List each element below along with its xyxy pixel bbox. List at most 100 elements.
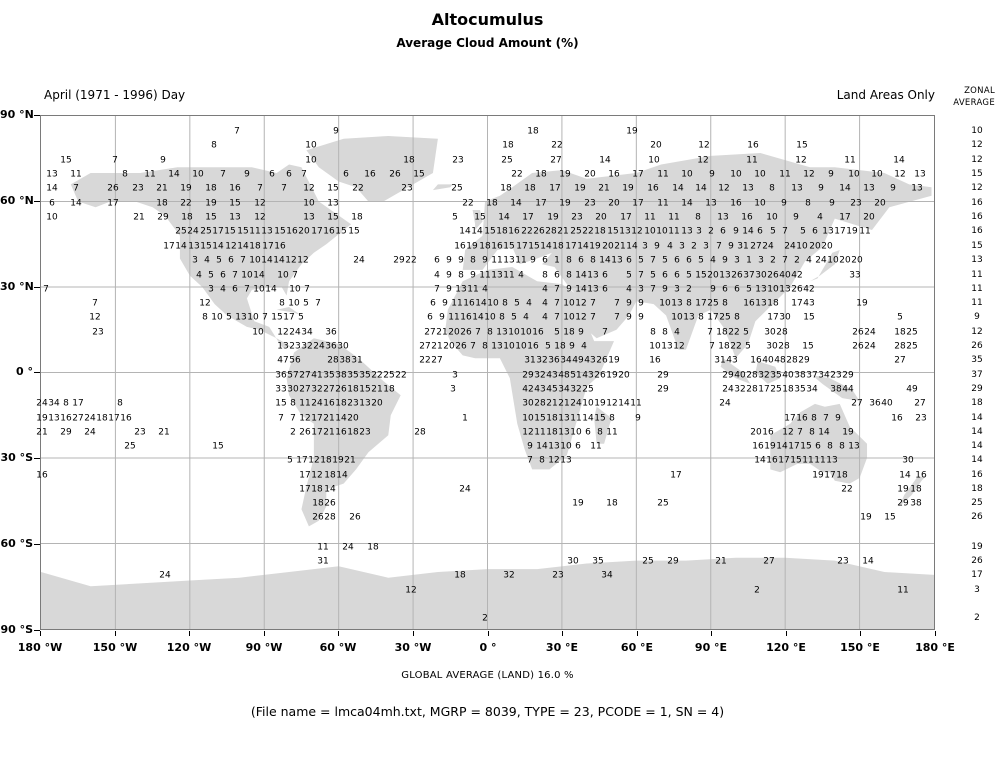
cloud-amount-value: 15	[413, 169, 425, 180]
cloud-amount-value: 7	[638, 270, 644, 281]
cloud-amount-value: 18	[836, 470, 848, 481]
cloud-amount-value: 10	[656, 226, 668, 237]
cloud-amount-value: 7	[823, 413, 829, 424]
cloud-amount-value: 3	[734, 255, 740, 266]
cloud-amount-value: 18	[312, 498, 324, 509]
cloud-amount-value: 18	[546, 427, 558, 438]
cloud-amount-value: 16	[323, 226, 335, 237]
cloud-amount-value: 36	[275, 370, 287, 381]
cloud-amount-value: 10	[211, 312, 223, 323]
cloud-amount-value: 17	[72, 398, 84, 409]
zonal-header-line1: ZONAL	[964, 86, 995, 96]
cloud-amount-value: 10	[305, 140, 317, 151]
cloud-amount-value: 14	[510, 198, 522, 209]
cloud-amount-value: 11	[299, 398, 311, 409]
cloud-amount-value: 7	[290, 413, 296, 424]
cloud-amount-value: 32	[534, 370, 546, 381]
cloud-amount-value: 26	[767, 270, 779, 281]
cloud-amount-value: 6	[812, 226, 818, 237]
cloud-amount-value: 21	[371, 384, 383, 395]
cloud-amount-value: 12	[199, 298, 211, 309]
cloud-amount-value: 22	[521, 226, 533, 237]
cloud-amount-value: 18	[606, 498, 618, 509]
cloud-amount-value: 13	[496, 327, 508, 338]
cloud-amount-value: 9	[638, 298, 644, 309]
cloud-amount-value: 18	[552, 241, 564, 252]
cloud-amount-value: 19	[897, 484, 909, 495]
cloud-amount-value: 9	[781, 198, 787, 209]
cloud-amount-value: 34	[601, 570, 613, 581]
cloud-amount-value: 17	[707, 312, 719, 323]
zonal-average-value: 16	[971, 226, 983, 236]
cloud-amount-value: 16	[649, 355, 661, 366]
lat-tick-mark	[34, 201, 40, 202]
cloud-amount-value: 18	[324, 470, 336, 481]
lon-tick-mark	[115, 631, 116, 636]
cloud-amount-value: 7	[554, 298, 560, 309]
cloud-amount-value: 11	[451, 298, 463, 309]
cloud-amount-value: 26	[349, 512, 361, 523]
cloud-amount-value: 9	[654, 241, 660, 252]
cloud-amount-value: 25	[501, 155, 513, 166]
cloud-amount-value: 5	[452, 212, 458, 223]
cloud-amount-value: 28	[894, 341, 906, 352]
cloud-amount-value: 42	[803, 284, 815, 295]
cloud-amount-value: 16	[36, 470, 48, 481]
cloud-amount-value: 15	[790, 455, 802, 466]
cloud-amount-value: 23	[132, 183, 144, 194]
cloud-amount-value: 16	[743, 298, 755, 309]
cloud-amount-value: 9	[626, 298, 632, 309]
cloud-amount-value: 8	[499, 312, 505, 323]
cloud-amount-value: 17	[108, 413, 120, 424]
cloud-amount-value: 35	[770, 370, 782, 381]
cloud-amount-value: 19	[466, 241, 478, 252]
cloud-amount-value: 13	[229, 212, 241, 223]
cloud-amount-value: 12	[697, 155, 709, 166]
cloud-amount-value: 25	[124, 441, 136, 452]
cloud-amount-value: 17	[839, 212, 851, 223]
cloud-amount-value: 11	[491, 255, 503, 266]
cloud-amount-value: 16	[796, 413, 808, 424]
cloud-amount-value: 21	[36, 427, 48, 438]
lon-axis-label: 90 °W	[245, 641, 283, 654]
cloud-amount-value: 7	[234, 126, 240, 137]
cloud-amount-value: 15	[503, 241, 515, 252]
cloud-amount-value: 14	[273, 255, 285, 266]
cloud-amount-value: 17	[535, 198, 547, 209]
cloud-amount-value: 26	[299, 427, 311, 438]
cloud-amount-value: 19	[842, 427, 854, 438]
cloud-amount-value: 10	[253, 284, 265, 295]
cloud-amount-value: 18	[496, 226, 508, 237]
lon-axis-label: 120 °E	[766, 641, 806, 654]
cloud-amount-value: 5	[216, 255, 222, 266]
cloud-amount-value: 6	[575, 441, 581, 452]
cloud-amount-value: 29	[897, 498, 909, 509]
cloud-amount-value: 11	[802, 455, 814, 466]
cloud-amount-value: 16	[730, 198, 742, 209]
cloud-amount-value: 14	[472, 312, 484, 323]
cloud-amount-value: 5	[626, 270, 632, 281]
cloud-amount-value: 11	[844, 155, 856, 166]
cloud-amount-value: 2	[482, 613, 488, 624]
cloud-amount-value: 26	[312, 512, 324, 523]
cloud-amount-value: 22	[371, 370, 383, 381]
cloud-amount-value: 20	[608, 198, 620, 209]
cloud-amount-value: 15	[474, 212, 486, 223]
cloud-amount-value: 26	[460, 327, 472, 338]
cloud-amount-value: 27	[323, 384, 335, 395]
cloud-amount-value: 10	[288, 298, 300, 309]
cloud-amount-value: 18	[500, 183, 512, 194]
cloud-amount-value: 16	[229, 183, 241, 194]
cloud-amount-value: 8	[502, 298, 508, 309]
cloud-amount-value: 13	[611, 255, 623, 266]
cloud-amount-value: 3	[696, 226, 702, 237]
cloud-amount-value: 22	[395, 370, 407, 381]
cloud-amount-value: 17	[791, 298, 803, 309]
zonal-average-value: 14	[971, 427, 983, 437]
zonal-average-value: 35	[971, 355, 983, 365]
cloud-amount-value: 16	[752, 441, 764, 452]
zonal-average-value: 11	[971, 298, 983, 308]
cloud-amount-value: 11	[249, 226, 261, 237]
cloud-amount-value: 11	[897, 585, 909, 596]
cloud-amount-value: 13	[46, 169, 58, 180]
